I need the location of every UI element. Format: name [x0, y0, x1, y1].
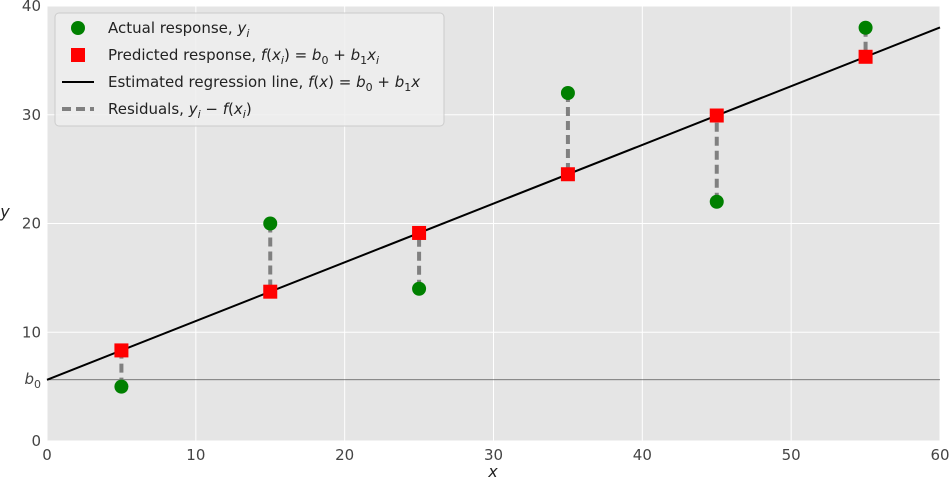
- b0-label-sub: 0: [34, 378, 41, 391]
- predicted-point: [263, 284, 278, 299]
- legend-box: [54, 12, 445, 127]
- legend-predicted-prefix: Predicted response,: [108, 46, 261, 64]
- x-axis-label: x: [487, 462, 498, 481]
- x-tick-label: 20: [335, 446, 354, 464]
- y-axis-label: y: [0, 202, 10, 221]
- actual-point: [263, 216, 278, 231]
- legend-residual-label: Residuals, yi − f(xi): [108, 100, 252, 121]
- predicted-points: [114, 49, 873, 358]
- legend-line-formula: f(x) = b0 + b1x: [308, 73, 420, 94]
- y-tick-label: 20: [22, 215, 41, 233]
- legend-residual-formula: yi − f(xi): [188, 100, 252, 121]
- legend-actual-formula: yi: [236, 19, 249, 40]
- actual-points: [114, 20, 873, 394]
- legend-predicted-label: Predicted response, f(xi) = b0 + b1xi: [108, 46, 379, 67]
- legend-actual-marker: [71, 21, 85, 35]
- predicted-point: [412, 225, 427, 240]
- y-tick-label: 0: [31, 432, 41, 450]
- legend-predicted-formula: f(xi) = b0 + b1xi: [261, 46, 379, 67]
- predicted-point: [858, 49, 873, 64]
- y-tick-label: 40: [22, 0, 41, 15]
- tick-labels: 0 10 20 30 40 50 60 0 10 20 30 40: [22, 0, 950, 464]
- legend-predicted-marker: [71, 48, 85, 62]
- y-tick-label: 10: [22, 323, 41, 341]
- legend-actual-label: Actual response, yi: [108, 19, 249, 40]
- x-tick-label: 40: [633, 446, 652, 464]
- predicted-point: [114, 343, 129, 358]
- b0-label: b0: [24, 370, 41, 391]
- regression-line: [46, 26, 941, 381]
- y-tick-label: 30: [22, 106, 41, 124]
- actual-point: [412, 281, 427, 296]
- actual-point: [114, 379, 129, 394]
- predicted-point: [709, 108, 724, 123]
- x-tick-label: 0: [42, 446, 52, 464]
- predicted-point: [560, 167, 575, 182]
- x-tick-label: 50: [782, 446, 801, 464]
- legend-line-prefix: Estimated regression line,: [108, 73, 308, 91]
- legend-line-label: Estimated regression line, f(x) = b0 + b…: [108, 73, 420, 94]
- x-tick-label: 60: [930, 446, 949, 464]
- x-tick-label: 10: [186, 446, 205, 464]
- actual-point: [709, 194, 724, 209]
- actual-point: [858, 20, 873, 35]
- legend-residual-prefix: Residuals,: [108, 100, 189, 118]
- b0-label-b: b: [24, 370, 34, 388]
- x-tick-label: 30: [484, 446, 503, 464]
- legend-actual-prefix: Actual response,: [108, 19, 237, 37]
- legend: Actual response, yi Predicted response, …: [54, 12, 445, 127]
- actual-point: [560, 86, 575, 100]
